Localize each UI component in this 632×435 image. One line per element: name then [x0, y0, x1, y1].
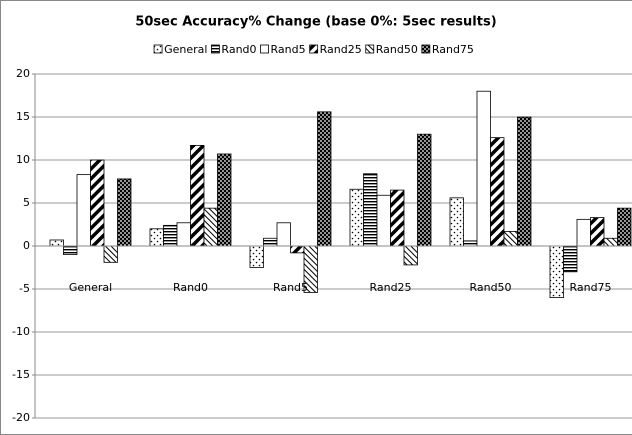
bar: [49, 239, 64, 247]
legend-label: Rand25: [320, 43, 362, 56]
bar: [276, 222, 291, 247]
legend-label: Rand50: [376, 43, 418, 56]
legend-swatch: [421, 44, 431, 54]
bar: [590, 217, 605, 247]
x-tick-label: General: [69, 281, 112, 294]
bar: [503, 230, 518, 247]
bar: [349, 188, 364, 247]
bar: [317, 111, 332, 247]
bar: [90, 159, 105, 247]
bar: [103, 245, 118, 263]
bar: [76, 174, 91, 247]
bar: [549, 245, 564, 298]
bar: [203, 207, 218, 247]
bar: [217, 153, 232, 247]
bar: [449, 197, 464, 247]
legend-swatch: [365, 44, 375, 54]
bar: [163, 224, 178, 247]
bar: [376, 194, 391, 247]
y-tick-label: -15: [12, 368, 30, 381]
x-tick-label: Rand5: [273, 281, 308, 294]
bar: [390, 189, 405, 247]
y-tick-label: -10: [12, 325, 30, 338]
x-tick-label: Rand25: [369, 281, 411, 294]
bar: [249, 245, 264, 268]
x-tick-label: Rand75: [569, 281, 611, 294]
bar: [603, 237, 618, 247]
y-tick-label: 5: [23, 196, 30, 209]
y-tick-label: -5: [19, 282, 30, 295]
y-tick-label: 10: [16, 153, 30, 166]
legend-swatch: [153, 44, 163, 54]
legend-label: Rand0: [221, 43, 256, 56]
bar: [263, 237, 278, 247]
bar: [176, 222, 191, 247]
bar: [563, 245, 578, 273]
legend-swatch: [211, 44, 220, 54]
legend-label: Rand5: [271, 43, 306, 56]
legend-swatch: [309, 44, 319, 54]
bar: [463, 240, 478, 247]
bar: [363, 173, 378, 247]
bar: [117, 178, 132, 247]
bar: [517, 116, 532, 247]
y-tick-label: 0: [23, 239, 30, 252]
x-tick-label: Rand50: [469, 281, 511, 294]
legend-label: General: [164, 43, 207, 56]
x-tick-label: Rand0: [173, 281, 208, 294]
bar: [617, 207, 632, 247]
y-tick-label: 20: [16, 67, 30, 80]
bar: [576, 218, 591, 247]
bar: [290, 245, 305, 254]
bar: [149, 228, 164, 247]
bar: [476, 90, 491, 247]
y-tick-label: -20: [12, 411, 30, 424]
y-tick-label: 15: [16, 110, 30, 123]
legend-label: Rand75: [432, 43, 474, 56]
bar: [417, 133, 432, 247]
bar: [403, 245, 418, 266]
legend-swatch: [260, 44, 269, 54]
bar: [490, 137, 505, 247]
chart-title: 50sec Accuracy% Change (base 0%: 5sec re…: [135, 15, 496, 30]
bar: [190, 144, 205, 247]
bar: [63, 245, 78, 255]
